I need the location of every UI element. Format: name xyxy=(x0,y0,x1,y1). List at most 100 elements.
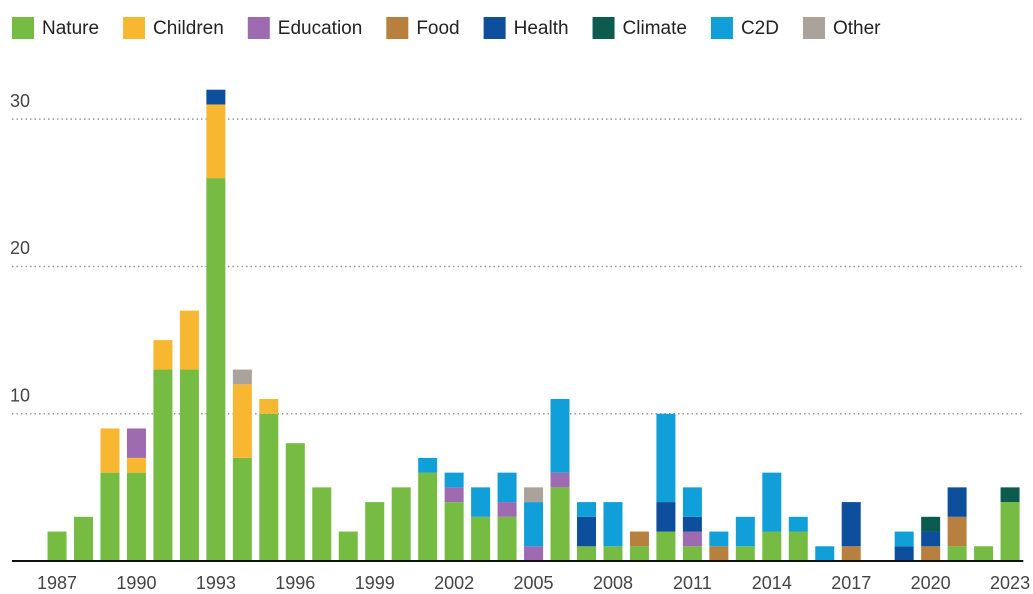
legend-label: Climate xyxy=(623,18,687,39)
bar-segment xyxy=(682,531,702,547)
bar-segment xyxy=(100,472,120,561)
bar-segment xyxy=(576,502,596,517)
bar-segment xyxy=(1000,487,1020,503)
bar-segment xyxy=(497,516,517,561)
x-tick-label: 2011 xyxy=(673,573,712,593)
bar-segment xyxy=(471,487,491,517)
bar-segment xyxy=(126,472,146,561)
bar-segment xyxy=(682,516,702,532)
bar-segment xyxy=(815,546,835,561)
bar-segment xyxy=(1000,502,1020,561)
legend-label: Food xyxy=(416,18,459,39)
bar-segment xyxy=(550,487,570,561)
bar-segment xyxy=(206,104,226,179)
bar-segment xyxy=(656,413,676,503)
bar-segment xyxy=(365,502,385,561)
legend-swatch xyxy=(710,17,733,39)
bar-segment xyxy=(656,531,676,561)
bar-segment xyxy=(788,531,808,561)
bar-segment xyxy=(921,546,941,561)
bar-segment xyxy=(629,546,649,561)
bar-segment xyxy=(762,531,782,561)
bar-segment xyxy=(153,340,173,370)
x-tick-label: 2020 xyxy=(911,573,951,593)
legend-label: C2D xyxy=(741,18,779,39)
bar-segment xyxy=(126,457,146,473)
bar-segment xyxy=(47,531,67,561)
x-tick-label: 1996 xyxy=(275,573,315,593)
x-tick-label: 1999 xyxy=(355,573,395,593)
bar-segment xyxy=(603,546,623,561)
bar-segment xyxy=(894,531,914,547)
bar-segment xyxy=(682,487,702,517)
bar-segment xyxy=(709,546,729,561)
legend-swatch xyxy=(592,17,615,39)
bar-segment xyxy=(682,546,702,561)
bar-segment xyxy=(312,487,332,561)
x-tick-label: 2023 xyxy=(990,573,1030,593)
legend-label: Health xyxy=(514,18,569,39)
bar-segment xyxy=(259,413,279,561)
bar-segment xyxy=(524,487,544,503)
bar-segment xyxy=(947,546,967,561)
bar-segment xyxy=(974,546,994,561)
bar-segment xyxy=(656,502,676,532)
x-tick-label: 2008 xyxy=(593,573,633,593)
x-tick-label: 2014 xyxy=(752,573,792,593)
bar-segment xyxy=(206,89,226,105)
bar-segment xyxy=(947,487,967,517)
bar-segment xyxy=(232,457,252,561)
bar-segment xyxy=(947,516,967,547)
bar-segment xyxy=(921,516,941,532)
bar-segment xyxy=(391,487,411,561)
bar-segment xyxy=(418,472,438,561)
bar-segment xyxy=(709,531,729,547)
bar-segment xyxy=(576,516,596,547)
x-tick-label: 1990 xyxy=(116,573,156,593)
legend-label: Other xyxy=(833,18,881,39)
y-tick-label: 30 xyxy=(10,91,30,111)
bar-segment xyxy=(232,384,252,458)
bar-segment xyxy=(762,472,782,532)
bar-segment xyxy=(497,472,517,503)
bar-segment xyxy=(550,399,570,473)
legend-swatch xyxy=(802,17,825,39)
bar-segment xyxy=(497,502,517,517)
legend-label: Education xyxy=(278,18,363,39)
bar-segment xyxy=(418,457,438,473)
legend-swatch xyxy=(123,17,146,39)
legend-label: Children xyxy=(153,18,224,39)
bar-segment xyxy=(259,399,279,414)
bar-segment xyxy=(232,369,252,385)
bar-segment xyxy=(153,369,173,561)
x-tick-label: 1987 xyxy=(37,573,77,593)
y-tick-label: 10 xyxy=(10,385,30,405)
bar-segment xyxy=(444,472,464,488)
bar-segment xyxy=(444,502,464,561)
legend-swatch xyxy=(12,17,34,39)
x-tick-label: 2002 xyxy=(434,573,474,593)
bar-segment xyxy=(126,428,146,458)
bar-segment xyxy=(524,502,544,547)
bar-segment xyxy=(841,546,861,561)
bar-segment xyxy=(206,178,226,561)
legend-swatch xyxy=(483,17,506,39)
legend-swatch xyxy=(386,17,409,39)
bar-segment xyxy=(735,516,755,547)
x-tick-label: 1993 xyxy=(196,573,236,593)
y-tick-label: 20 xyxy=(10,238,30,258)
bar-segment xyxy=(74,516,94,561)
bar-segment xyxy=(338,531,358,561)
bar-segment xyxy=(629,531,649,547)
legend-swatch xyxy=(247,17,270,39)
bar-segment xyxy=(841,502,861,547)
bar-segment xyxy=(285,443,305,561)
x-tick-label: 2005 xyxy=(514,573,554,593)
bar-segment xyxy=(921,531,941,547)
legend-label: Nature xyxy=(42,18,99,39)
bar-segment xyxy=(576,546,596,561)
bar-segment xyxy=(524,546,544,561)
bar-segment xyxy=(894,546,914,561)
bar-segment xyxy=(179,310,199,370)
